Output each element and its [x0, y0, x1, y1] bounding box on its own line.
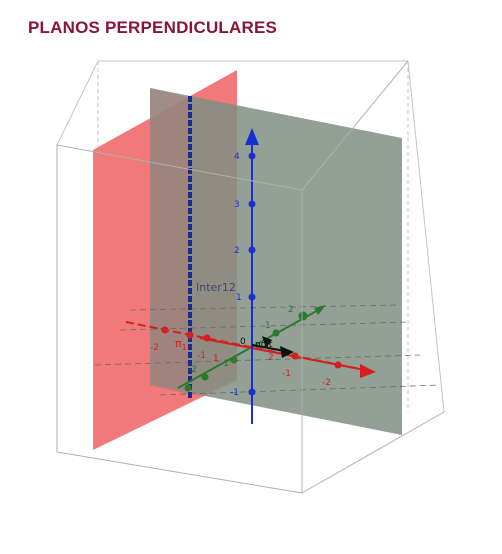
z-axis[interactable] [245, 128, 259, 424]
y-tick-label: -2 [188, 365, 197, 375]
z-tick-label: -1 [230, 388, 239, 398]
pi-subscript: 1 [182, 343, 187, 352]
plane-overlap [150, 88, 190, 395]
x-tick-label: 1 [213, 354, 219, 364]
intersection-label: Inter12 [196, 281, 236, 294]
y-tick-label: 1 [265, 321, 271, 331]
x-tick-label: -1 [282, 369, 291, 379]
y-tick-label: 2 [288, 305, 294, 315]
page-title: PLANOS PERPENDICULARES [28, 18, 278, 37]
plane-label: π1 [175, 337, 187, 352]
x-tick-label: -1 [197, 351, 206, 361]
pi-symbol: π [175, 337, 182, 350]
floor-grid [94, 304, 441, 396]
point-a-label: nolt [255, 340, 273, 350]
bounding-box-front [56, 60, 445, 494]
x-tick-label: 2 [268, 353, 274, 363]
point-a[interactable] [251, 336, 294, 358]
y-tick-label: -1 [220, 359, 229, 369]
x-tick-label: -2 [322, 378, 331, 388]
gray-plane[interactable] [150, 88, 402, 435]
z-tick-label: 4 [234, 152, 240, 162]
z-tick-label: 2 [234, 246, 240, 256]
z-tick-label: 1 [236, 293, 242, 303]
z-tick-label: 3 [234, 200, 240, 210]
x-tick-label: -2 [150, 343, 159, 353]
origin-label: 0 [240, 337, 246, 347]
